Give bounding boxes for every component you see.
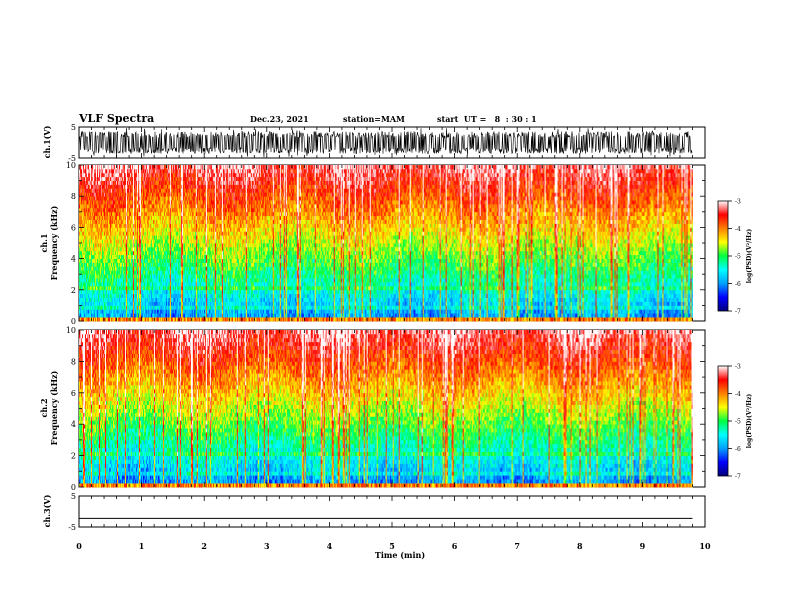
ch1-ylabel: ch.1(V) [42,125,52,158]
date-label: Dec.23, 2021 [250,114,309,124]
waveform-tick-label: 5 [71,123,76,132]
start-time-label: start UT = 8 : 30 : 1 [437,114,537,124]
figure-title: VLF Spectra [78,112,154,125]
station-label: station=MAM [343,114,405,124]
ch1-spectrogram-image [79,165,693,321]
